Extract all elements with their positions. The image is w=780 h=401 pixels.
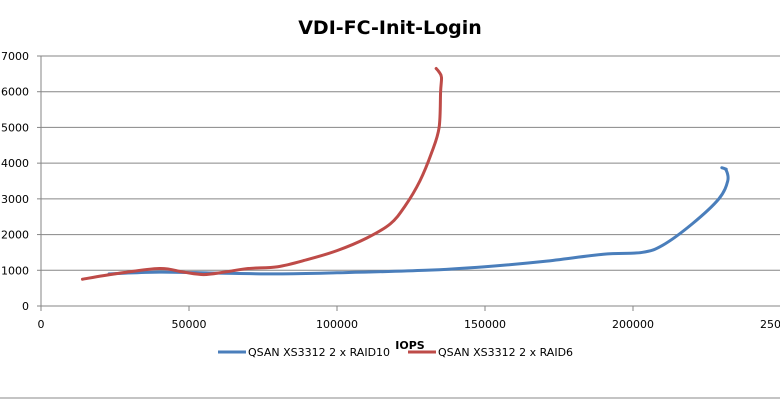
series-line-raid10 xyxy=(107,166,730,276)
x-tick-label: 250000 xyxy=(760,318,780,331)
series-line-raid6 xyxy=(80,67,444,281)
x-tick-label: 150000 xyxy=(464,318,506,331)
y-tick-label: 0 xyxy=(22,300,29,313)
x-tick-label: 100000 xyxy=(316,318,358,331)
y-tick-label: 4000 xyxy=(1,157,29,170)
x-tick-label: 50000 xyxy=(172,318,207,331)
legend-label: QSAN XS3312 2 x RAID10 xyxy=(248,346,390,359)
x-tick-label: 200000 xyxy=(612,318,654,331)
y-tick-label: 3000 xyxy=(1,193,29,206)
y-tick-label: 6000 xyxy=(1,86,29,99)
y-tick-label: 5000 xyxy=(1,121,29,134)
y-tick-label: 7000 xyxy=(1,50,29,63)
x-axis-label: IOPS xyxy=(395,339,425,352)
chart-title: VDI-FC-Init-Login xyxy=(298,17,482,39)
y-tick-label: 1000 xyxy=(1,264,29,277)
legend-label: QSAN XS3312 2 x RAID6 xyxy=(438,346,573,359)
y-tick-label: 2000 xyxy=(1,229,29,242)
x-tick-label: 0 xyxy=(38,318,45,331)
legend: QSAN XS3312 2 x RAID10 QSAN XS3312 2 x RA… xyxy=(218,346,573,359)
